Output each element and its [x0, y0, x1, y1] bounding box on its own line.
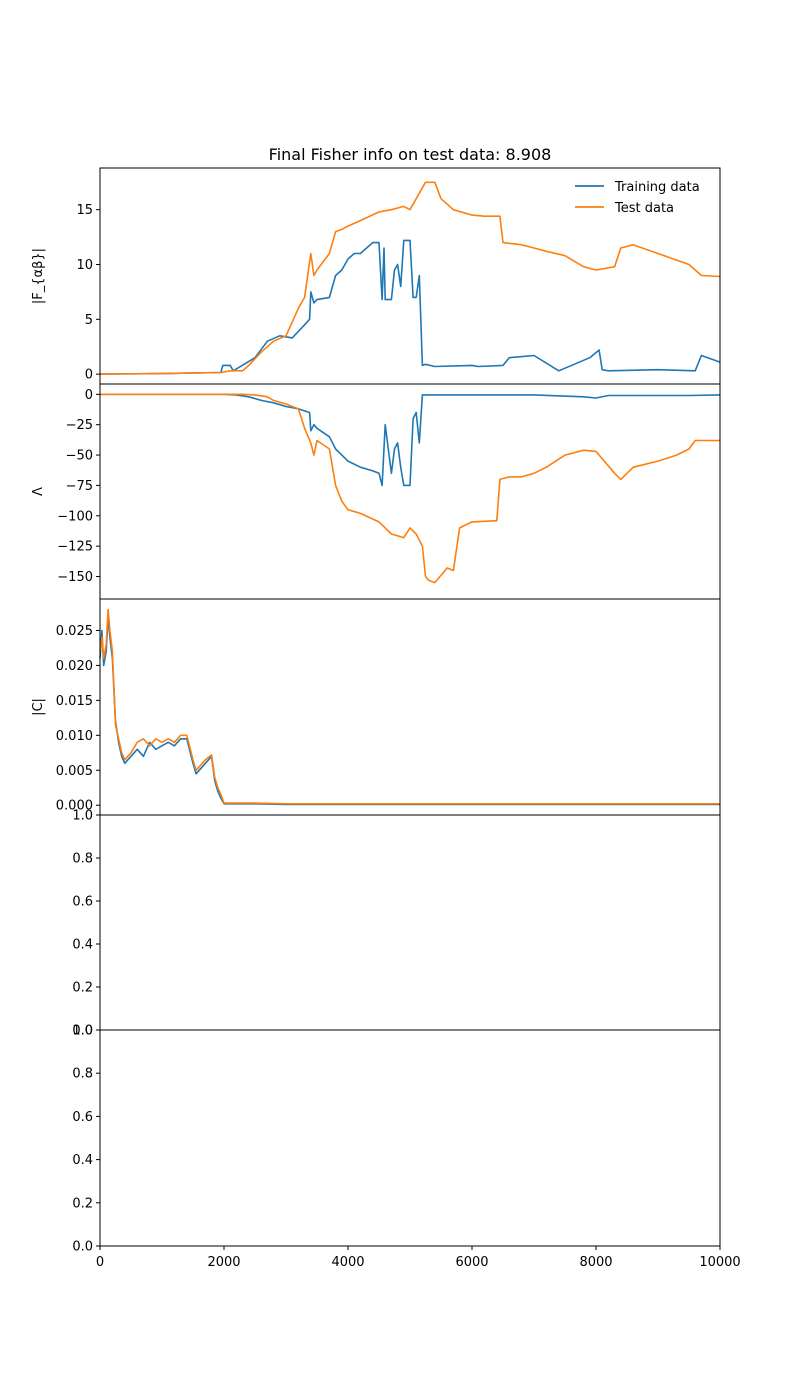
- chart-title: Final Fisher info on test data: 8.908: [269, 145, 552, 164]
- y-tick-label: −125: [57, 540, 93, 555]
- y-tick-label: −75: [66, 479, 93, 494]
- legend: Training data Test data: [575, 180, 700, 216]
- x-tick-label: 10000: [699, 1255, 740, 1270]
- panels: 0 5 10 15 |F_{αβ}| 0 −25 −50 −75 −100 −125 −150 Λ 0.0…: [31, 167, 741, 1271]
- y-tick-label: 0: [85, 388, 93, 403]
- y-tick-label: 0.0: [72, 1240, 93, 1255]
- panel-frame: [99, 1029, 721, 1247]
- y-tick-label: 0.015: [56, 694, 93, 709]
- y-tick-label: 1.0: [72, 1024, 93, 1039]
- y-tick-label: 0.4: [72, 1153, 93, 1168]
- y-tick-label: 0.025: [56, 624, 93, 639]
- y-tick-label: 0.8: [72, 1067, 93, 1082]
- series-line-training: [99, 239, 721, 375]
- y-tick-label: 1.0: [72, 809, 93, 824]
- y-tick-label: 0.6: [72, 1110, 93, 1125]
- legend-label: Training data: [614, 180, 700, 195]
- x-tick-label: 6000: [455, 1255, 488, 1270]
- series-line-test: [99, 608, 720, 805]
- series-line-test: [99, 181, 721, 375]
- y-tick-label: 0.8: [72, 852, 93, 867]
- x-tick-label: 8000: [579, 1255, 612, 1270]
- series-line-training: [100, 393, 721, 487]
- y-tick-label: 0.000: [56, 799, 93, 814]
- y-tick-label: −25: [66, 418, 93, 433]
- y-tick-label: −50: [66, 449, 93, 464]
- y-tick-label: 0.005: [56, 764, 93, 779]
- y-tick-label: 5: [85, 313, 93, 328]
- y-tick-label: 0.020: [56, 659, 93, 674]
- y-axis-label: |C|: [31, 698, 46, 716]
- panel-5: 0.0 0.2 0.4 0.6 0.8 1.0 0 2000 4000 6000 8000 10000: [72, 1024, 740, 1271]
- panel-3: 0.000 0.005 0.010 0.015 0.020 0.025 |C|: [31, 598, 721, 816]
- y-tick-label: 15: [76, 203, 93, 218]
- y-tick-label: 0.6: [72, 895, 93, 910]
- y-tick-label: 0.0: [72, 1024, 93, 1039]
- y-tick-label: 0.010: [56, 729, 93, 744]
- x-tick-label: 2000: [207, 1255, 240, 1270]
- legend-label: Test data: [614, 201, 674, 216]
- series-line-test: [100, 393, 720, 584]
- y-axis-label: Λ: [31, 487, 46, 496]
- y-tick-label: 0.4: [72, 938, 93, 953]
- y-tick-label: 10: [76, 258, 93, 273]
- y-tick-label: 0.2: [72, 981, 93, 996]
- x-tick-label: 0: [96, 1255, 104, 1270]
- y-axis-label: |F_{αβ}|: [31, 248, 46, 304]
- y-tick-label: −150: [57, 570, 93, 585]
- panel-2: 0 −25 −50 −75 −100 −125 −150 Λ: [31, 383, 721, 600]
- y-tick-label: −100: [57, 509, 93, 524]
- x-tick-label: 4000: [331, 1255, 364, 1270]
- y-tick-label: 0.2: [72, 1196, 93, 1211]
- y-tick-label: 0: [85, 368, 93, 383]
